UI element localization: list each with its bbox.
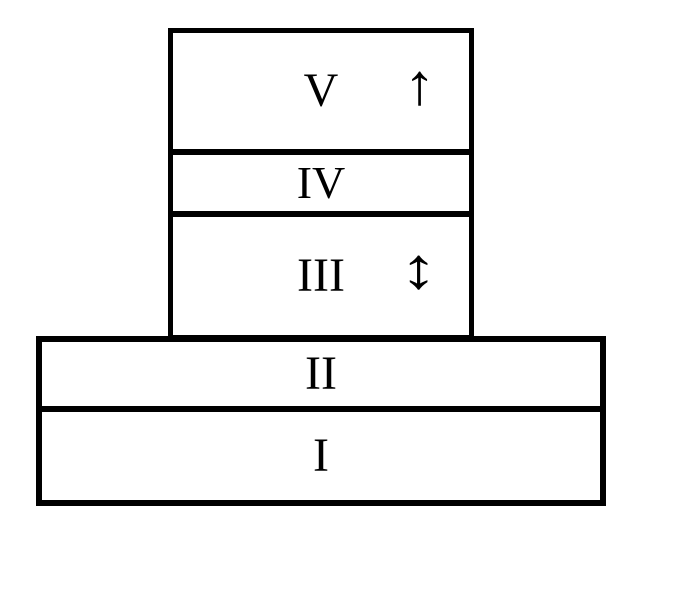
layer-IV: IV [168,150,474,216]
layer-V-label: V [304,67,339,115]
layer-I-label: I [313,432,329,480]
layer-II: II [36,336,606,412]
layer-IV-label: IV [297,160,346,206]
arrow-up-icon: ↑ [404,56,436,114]
layer-II-label: II [305,350,337,398]
layer-III-label: III [297,252,345,300]
arrow-updown-icon: ↕ [400,240,438,298]
diagram-stage: V IV III II I ↑ ↕ [0,0,679,615]
layer-I: I [36,406,606,506]
